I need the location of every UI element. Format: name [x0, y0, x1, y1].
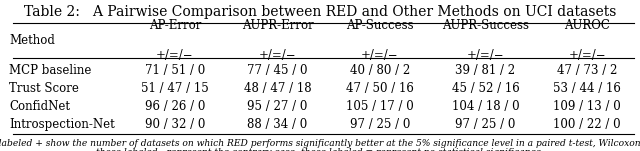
Text: 109 / 13 / 0: 109 / 13 / 0: [554, 100, 621, 113]
Text: +/=/−: +/=/−: [467, 49, 504, 62]
Text: 53 / 44 / 16: 53 / 44 / 16: [553, 82, 621, 95]
Text: ConfidNet: ConfidNet: [9, 100, 70, 113]
Text: those labeled - represent the contrary case; those labeled = represent no statis: those labeled - represent the contrary c…: [96, 148, 544, 151]
Text: 47 / 73 / 2: 47 / 73 / 2: [557, 64, 618, 77]
Text: AP-Error: AP-Error: [149, 19, 201, 32]
Text: 96 / 26 / 0: 96 / 26 / 0: [145, 100, 205, 113]
Text: AUPR-Error: AUPR-Error: [241, 19, 314, 32]
Text: Introspection-Net: Introspection-Net: [9, 118, 115, 131]
Text: Method: Method: [9, 34, 55, 47]
Text: 40 / 80 / 2: 40 / 80 / 2: [349, 64, 410, 77]
Text: AUPR-Success: AUPR-Success: [442, 19, 529, 32]
Text: Trust Score: Trust Score: [9, 82, 79, 95]
Text: AUROC: AUROC: [564, 19, 610, 32]
Text: 39 / 81 / 2: 39 / 81 / 2: [456, 64, 515, 77]
Text: 100 / 22 / 0: 100 / 22 / 0: [554, 118, 621, 131]
Text: +/=/−: +/=/−: [259, 49, 296, 62]
Text: MCP baseline: MCP baseline: [9, 64, 92, 77]
Text: 51 / 47 / 15: 51 / 47 / 15: [141, 82, 209, 95]
Text: The columns labeled + show the number of datasets on which RED performs signific: The columns labeled + show the number of…: [0, 139, 640, 148]
Text: AP-Success: AP-Success: [346, 19, 413, 32]
Text: +/=/−: +/=/−: [361, 49, 399, 62]
Text: 47 / 50 / 16: 47 / 50 / 16: [346, 82, 414, 95]
Text: +/=/−: +/=/−: [156, 49, 194, 62]
Text: 45 / 52 / 16: 45 / 52 / 16: [452, 82, 519, 95]
Text: 71 / 51 / 0: 71 / 51 / 0: [145, 64, 205, 77]
Text: 48 / 47 / 18: 48 / 47 / 18: [244, 82, 311, 95]
Text: 97 / 25 / 0: 97 / 25 / 0: [349, 118, 410, 131]
Text: 90 / 32 / 0: 90 / 32 / 0: [145, 118, 205, 131]
Text: +/=/−: +/=/−: [568, 49, 606, 62]
Text: 105 / 17 / 0: 105 / 17 / 0: [346, 100, 413, 113]
Text: Table 2:   A Pairwise Comparison between RED and Other Methods on UCI datasets: Table 2: A Pairwise Comparison between R…: [24, 5, 616, 19]
Text: 88 / 34 / 0: 88 / 34 / 0: [247, 118, 308, 131]
Text: 104 / 18 / 0: 104 / 18 / 0: [452, 100, 519, 113]
Text: 95 / 27 / 0: 95 / 27 / 0: [247, 100, 308, 113]
Text: 97 / 25 / 0: 97 / 25 / 0: [455, 118, 516, 131]
Text: 77 / 45 / 0: 77 / 45 / 0: [247, 64, 308, 77]
